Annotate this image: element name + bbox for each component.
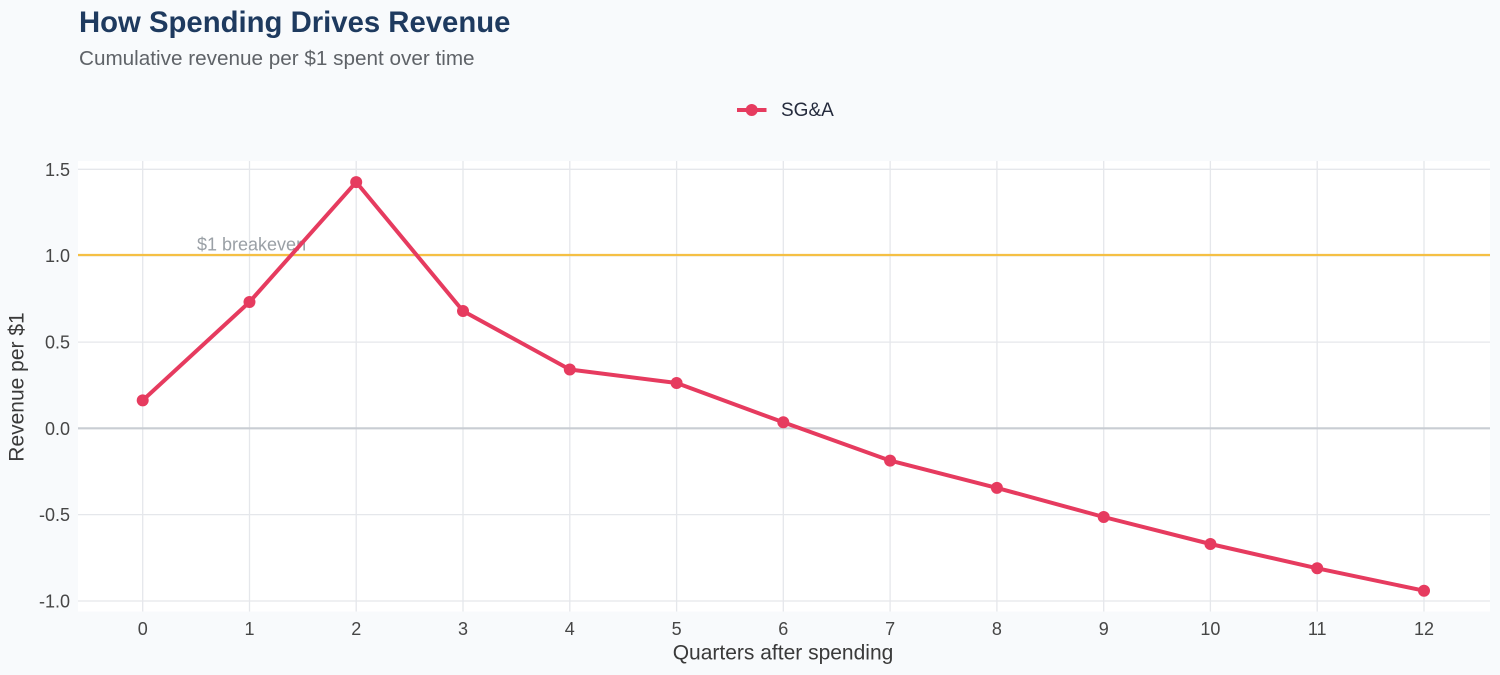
svg-text:3: 3 — [458, 619, 468, 639]
svg-text:10: 10 — [1200, 619, 1220, 639]
svg-text:1.5: 1.5 — [45, 160, 70, 180]
svg-text:0.0: 0.0 — [45, 419, 70, 439]
svg-text:5: 5 — [672, 619, 682, 639]
svg-text:SG&A: SG&A — [781, 100, 834, 121]
svg-text:Quarters after spending: Quarters after spending — [673, 642, 894, 665]
svg-text:9: 9 — [1099, 619, 1109, 639]
svg-text:6: 6 — [778, 619, 788, 639]
svg-text:1: 1 — [244, 619, 254, 639]
svg-text:2: 2 — [351, 619, 361, 639]
svg-text:-0.5: -0.5 — [39, 505, 70, 525]
svg-text:1.0: 1.0 — [45, 246, 70, 266]
svg-text:0: 0 — [138, 619, 148, 639]
svg-text:Cumulative revenue per $1 spen: Cumulative revenue per $1 spent over tim… — [79, 47, 475, 70]
svg-text:0.5: 0.5 — [45, 333, 70, 353]
svg-text:-1.0: -1.0 — [39, 592, 70, 612]
svg-text:$1 breakeven: $1 breakeven — [197, 235, 306, 255]
svg-text:Revenue per $1: Revenue per $1 — [6, 312, 29, 461]
svg-text:4: 4 — [565, 619, 575, 639]
svg-text:11: 11 — [1308, 619, 1327, 639]
svg-text:12: 12 — [1414, 619, 1434, 639]
svg-text:7: 7 — [885, 619, 895, 639]
svg-text:How Spending Drives Revenue: How Spending Drives Revenue — [79, 6, 510, 39]
svg-text:8: 8 — [992, 619, 1002, 639]
